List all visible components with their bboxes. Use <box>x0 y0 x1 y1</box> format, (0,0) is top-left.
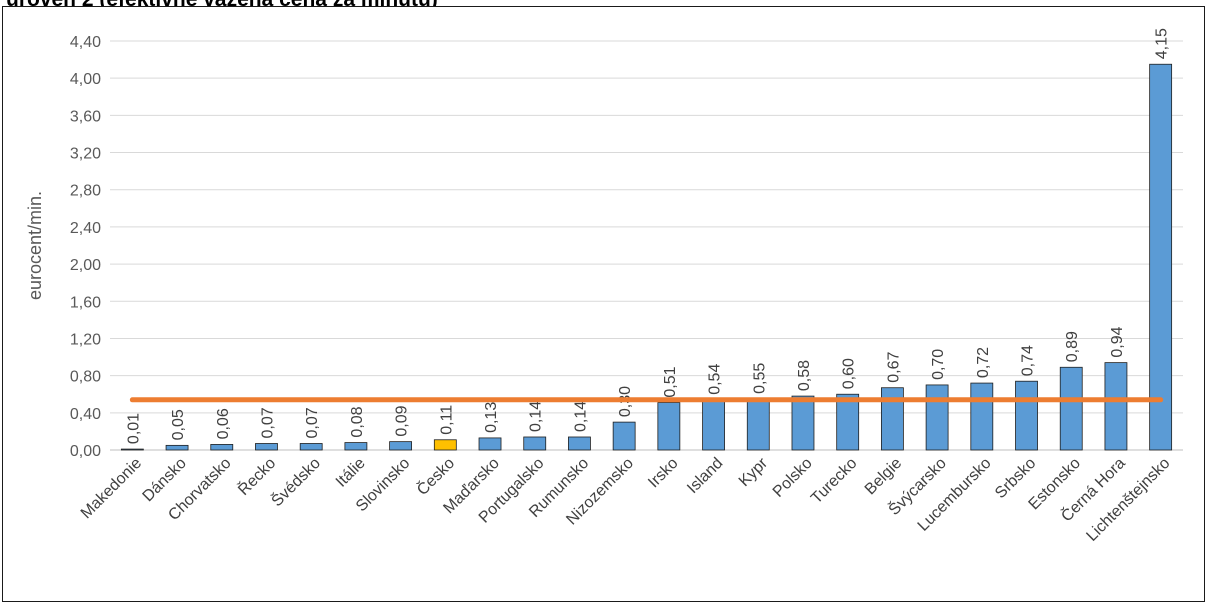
y-tick-label: 4,40 <box>70 34 101 51</box>
bar-Řecko <box>255 443 278 451</box>
bar-Chorvatsko <box>210 444 234 451</box>
y-tick-label: 1,60 <box>70 294 101 311</box>
y-tick-label: 2,40 <box>70 220 101 237</box>
bar-Nizozemsko <box>612 421 636 451</box>
bar-Estonsko <box>1059 366 1083 451</box>
bar-Island <box>702 399 725 451</box>
data-label: 0,09 <box>394 405 411 436</box>
bar-Srbsko <box>1015 380 1038 451</box>
category-label: Kypr <box>736 454 772 490</box>
bar-Belgie <box>880 387 904 451</box>
bar-Slovinsko <box>389 441 413 451</box>
data-label: 0,01 <box>125 413 142 444</box>
bar-Lucembursko <box>970 382 994 451</box>
category-label: Česko <box>413 453 459 499</box>
bar-Turecko <box>836 393 860 451</box>
y-tick-label: 4,00 <box>70 71 101 88</box>
category-label: Irsko <box>645 455 682 492</box>
data-label: 0,60 <box>841 358 858 389</box>
data-label: 0,58 <box>796 360 813 391</box>
category-label: Turecko <box>808 455 861 508</box>
page-title: úroveň 2 (efektivně vážená cena za minut… <box>6 0 438 12</box>
category-label: Řecko <box>234 453 280 499</box>
bar-Makedonie <box>120 448 144 451</box>
data-label: 0,08 <box>349 406 366 437</box>
data-label: 0,14 <box>572 401 589 432</box>
data-label: 0,14 <box>528 401 545 432</box>
bar-Dánsko <box>165 444 189 451</box>
bar-Švýcarsko <box>925 384 949 451</box>
y-tick-label: 3,60 <box>70 108 101 125</box>
y-tick-label: 2,00 <box>70 257 101 274</box>
y-tick-label: 1,20 <box>70 331 101 348</box>
bar-chart: 0,00 0,40 0,80 1,20 1,60 2,00 2,40 2,80 3,20 3,60… <box>25 28 1183 545</box>
data-label: 0,89 <box>1064 331 1081 362</box>
data-label: 0,51 <box>662 366 679 397</box>
bar-Kypr <box>746 398 770 451</box>
y-tick-label: 0,00 <box>70 443 101 460</box>
bar-Polsko <box>791 395 815 451</box>
bar-Itálie <box>344 442 368 451</box>
y-tick-label: 0,40 <box>70 406 101 423</box>
data-label: 4,15 <box>1154 28 1171 59</box>
y-tick-label: 3,20 <box>70 146 101 163</box>
y-tick-label: 0,80 <box>70 369 101 386</box>
data-label: 0,55 <box>751 363 768 394</box>
chart-frame: 0,00 0,40 0,80 1,20 1,60 2,00 2,40 2,80 3,20 3,60… <box>2 6 1205 602</box>
bar-Švédsko <box>299 443 323 451</box>
data-label: 0,94 <box>1109 326 1126 357</box>
category-label: Belgie <box>862 455 906 499</box>
bar-Česko <box>433 439 457 451</box>
data-label: 0,11 <box>438 405 455 435</box>
data-label: 0,67 <box>885 351 902 382</box>
data-label: 0,06 <box>215 408 232 439</box>
y-tick-label: 2,80 <box>70 183 101 200</box>
data-label: 0,07 <box>259 407 276 438</box>
data-label: 0,74 <box>1020 345 1037 376</box>
category-label: Itálie <box>333 455 369 491</box>
data-label: 0,07 <box>304 407 321 438</box>
bar-Irsko <box>657 402 681 451</box>
data-label: 0,13 <box>483 402 500 433</box>
category-label: Lichtenštejnsko <box>1083 455 1173 545</box>
category-label: Makedonie <box>78 455 145 522</box>
data-label: 0,05 <box>170 409 187 440</box>
category-label: Island <box>684 455 726 497</box>
bar-Maďarsko <box>478 437 502 451</box>
category-label: Švédsko <box>267 453 324 510</box>
data-label: 0,72 <box>975 347 992 378</box>
data-label: 0,70 <box>930 349 947 380</box>
y-axis-title: eurocent/min. <box>25 191 45 300</box>
bar-Portugalsko <box>523 436 547 451</box>
bar-Rumunsko <box>568 436 591 451</box>
data-label: 0,54 <box>707 364 724 395</box>
bar-Černá Hora <box>1104 362 1128 451</box>
bar-Lichtenštejnsko <box>1149 63 1173 451</box>
